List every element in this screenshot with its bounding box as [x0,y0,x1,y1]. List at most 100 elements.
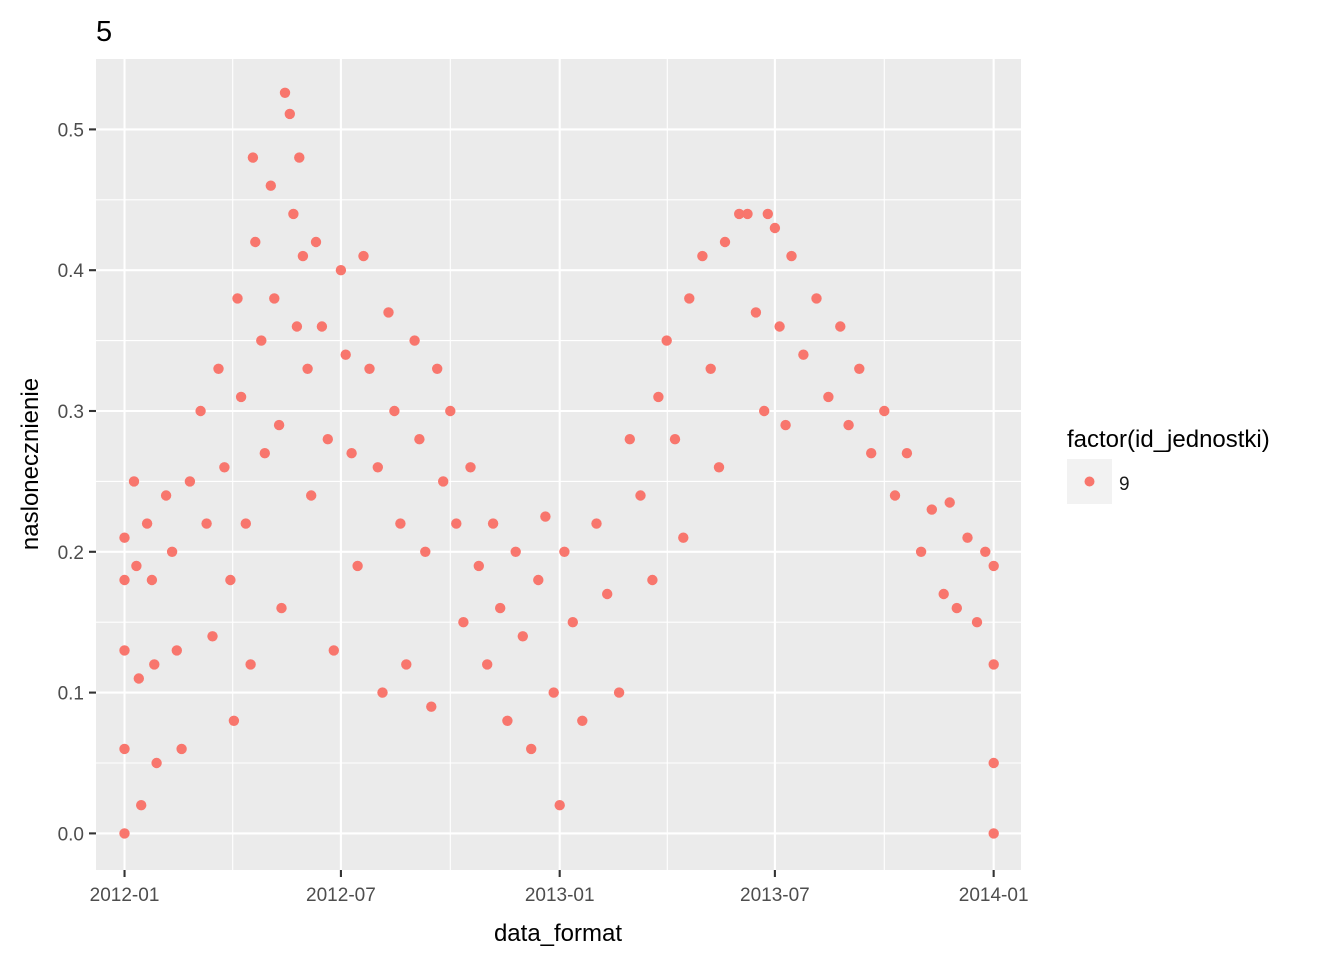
data-point [786,250,797,262]
data-point [207,631,218,642]
data-point [613,687,625,698]
data-point [364,363,375,374]
x-tick-label: 2013-07 [740,885,810,906]
data-point [383,307,394,318]
data-point [624,434,635,445]
data-point [647,574,658,586]
data-point [879,405,890,417]
data-point [245,659,256,670]
x-axis-ticks: 2012-01 2012-07 2013-01 2013-07 2014-01 [90,870,1029,906]
y-axis-label: naslonecznienie [17,378,44,550]
data-point [119,645,130,656]
data-point [225,574,236,586]
plot-panel [96,59,1021,870]
data-point [228,715,240,726]
data-point [372,462,383,473]
data-point [510,546,521,557]
x-tick-label: 2014-01 [959,885,1029,906]
data-point [750,307,762,318]
data-points [119,87,999,839]
data-point [310,236,322,248]
data-point [297,250,309,262]
data-point [432,363,443,374]
data-point [554,800,565,811]
data-point [340,349,351,360]
data-point [276,602,287,614]
data-point [420,546,431,557]
data-point [502,715,513,726]
x-axis-label: data_format [494,920,622,947]
data-point [213,363,224,374]
major-gridlines [96,59,1021,870]
data-point [774,321,785,332]
data-point [926,504,937,515]
data-point [438,476,449,487]
data-point [901,448,913,459]
chart-title: 5 [96,16,112,48]
data-point [487,518,499,529]
data-point [780,419,791,431]
data-point [705,363,716,374]
data-point [284,108,295,120]
data-point [577,715,588,726]
data-point [445,405,456,417]
data-point [131,560,142,572]
data-point [854,363,865,374]
y-tick-label: 0.3 [58,402,84,423]
data-point [232,293,243,304]
data-point [176,743,187,755]
data-point [567,617,578,628]
data-point [149,659,160,670]
data-point [395,518,406,529]
data-point [697,250,708,262]
legend: factor(id_jednostki) 9 [1067,426,1270,504]
data-point [146,574,158,586]
data-point [133,673,144,684]
minor-gridlines [96,59,1021,870]
data-point [473,560,484,572]
data-point [235,391,247,403]
data-point [401,659,412,670]
data-point [482,659,493,670]
data-point [119,828,130,839]
data-point [426,701,437,712]
data-point [684,293,695,304]
data-point [734,208,745,220]
legend-entry-label: 9 [1119,474,1130,495]
data-point [719,236,731,248]
data-point [653,391,664,403]
data-point [160,490,172,501]
data-point [219,462,230,473]
data-point [141,518,153,529]
data-point [250,236,261,248]
y-tick-label: 0.0 [58,824,84,845]
data-point [302,363,313,374]
data-point [661,335,672,346]
data-point [762,208,773,220]
x-tick-label: 2013-01 [525,885,595,906]
data-point [128,476,140,487]
data-point [635,490,646,501]
data-point [171,645,182,656]
data-point [915,546,927,557]
data-point [166,546,178,557]
data-point [517,631,528,642]
data-point [409,335,420,346]
data-point [811,293,822,304]
data-point [669,434,681,445]
data-point [526,743,537,755]
data-point [458,617,469,628]
data-point [279,87,291,99]
data-point [414,434,425,445]
data-point [602,588,613,600]
data-point [988,828,999,839]
legend-point-marker [1084,476,1095,487]
data-point [119,574,130,586]
data-point [335,265,347,276]
x-tick-label: 2012-07 [306,885,376,906]
data-point [548,687,559,698]
data-point [769,222,781,234]
y-tick-label: 0.5 [58,120,84,141]
